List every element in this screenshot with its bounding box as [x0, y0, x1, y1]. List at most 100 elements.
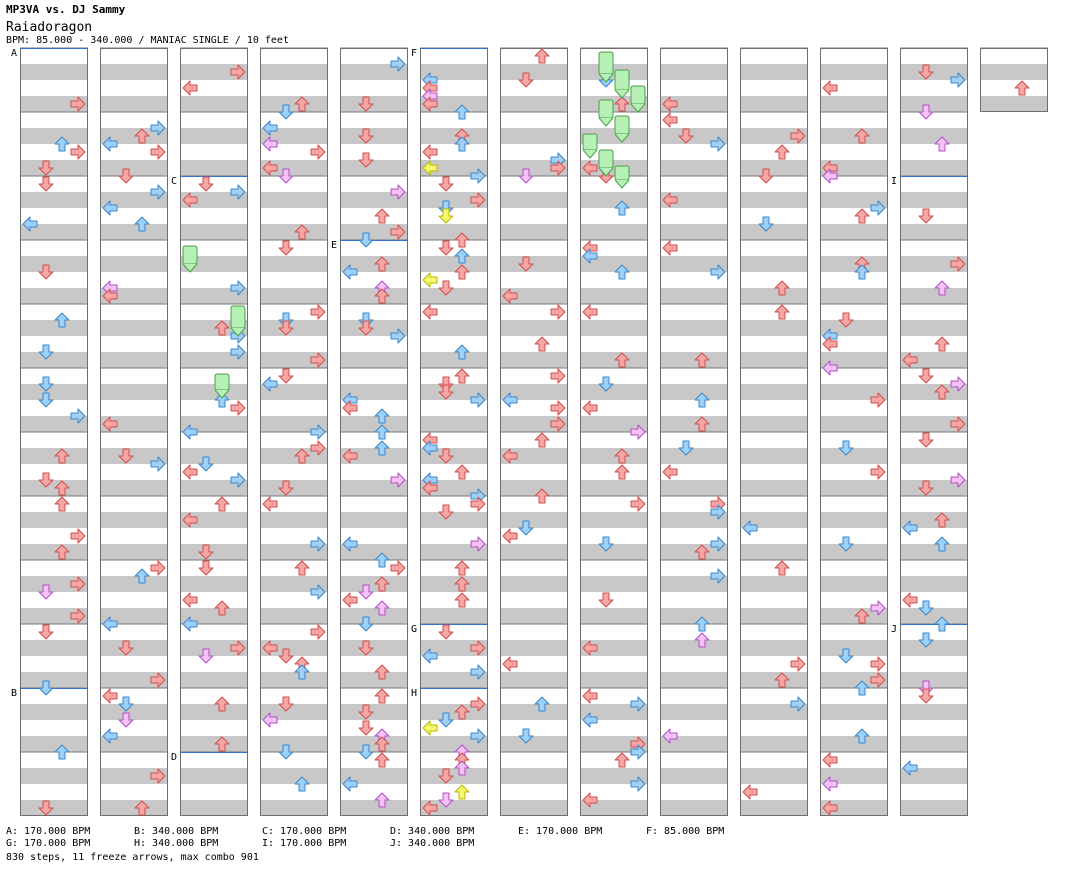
beat-stripe [660, 480, 728, 496]
beat-stripe [420, 704, 488, 720]
beat-stripe [900, 64, 968, 80]
step-arrow [278, 368, 294, 384]
beat-stripe [820, 768, 888, 784]
step-arrow [70, 144, 86, 160]
step-arrow [630, 496, 646, 512]
step-arrow [374, 664, 390, 680]
beat-stripe [820, 736, 888, 752]
step-arrow [902, 760, 918, 776]
beat-stripe [660, 320, 728, 336]
step-arrow [198, 648, 214, 664]
step-arrow [358, 152, 374, 168]
beat-stripe [340, 608, 408, 624]
step-arrow [182, 616, 198, 632]
beat-stripe [740, 288, 808, 304]
step-arrow [150, 184, 166, 200]
step-arrow [182, 512, 198, 528]
step-arrow [38, 472, 54, 488]
beat-stripe [740, 512, 808, 528]
beat-stripe [260, 160, 328, 176]
step-arrow [918, 432, 934, 448]
beat-stripe [420, 480, 488, 496]
step-arrow [758, 168, 774, 184]
beat-stripe [20, 320, 88, 336]
step-arrow [342, 536, 358, 552]
column-border [100, 48, 168, 816]
step-arrow [582, 792, 598, 808]
beat-stripe [340, 768, 408, 784]
step-arrow [854, 608, 870, 624]
step-arrow [230, 280, 246, 296]
beat-stripe [500, 800, 568, 816]
beat-stripe [260, 704, 328, 720]
beat-stripe [100, 224, 168, 240]
column-border [580, 48, 648, 816]
beat-stripe [20, 480, 88, 496]
beat-stripe [500, 64, 568, 80]
beat-stripe [500, 448, 568, 464]
step-arrow [470, 664, 486, 680]
step-arrow [502, 392, 518, 408]
step-arrow [550, 400, 566, 416]
step-arrow [422, 144, 438, 160]
beat-stripe [180, 672, 248, 688]
beat-stripe [900, 608, 968, 624]
beat-stripe [900, 384, 968, 400]
beat-stripe [340, 704, 408, 720]
step-arrow [390, 472, 406, 488]
beat-stripe [580, 416, 648, 432]
beat-stripe [420, 224, 488, 240]
step-arrow [278, 168, 294, 184]
step-arrow [870, 600, 886, 616]
step-arrow [950, 256, 966, 272]
step-arrow [918, 368, 934, 384]
beat-stripe [340, 480, 408, 496]
step-arrow [102, 136, 118, 152]
beat-stripe [20, 256, 88, 272]
step-arrow [742, 520, 758, 536]
beat-stripe [580, 448, 648, 464]
step-arrow [518, 520, 534, 536]
beat-stripe [20, 448, 88, 464]
step-arrow [118, 712, 134, 728]
step-arrow [150, 672, 166, 688]
column-border [980, 48, 1048, 112]
beat-stripe [820, 256, 888, 272]
step-arrow [374, 576, 390, 592]
step-arrow [38, 344, 54, 360]
step-arrow [438, 624, 454, 640]
beat-stripe [500, 384, 568, 400]
step-arrow [294, 96, 310, 112]
beat-stripe [500, 768, 568, 784]
step-arrow [102, 728, 118, 744]
step-arrow [310, 424, 326, 440]
beat-stripe [660, 224, 728, 240]
step-arrow [294, 448, 310, 464]
beat-stripe [420, 416, 488, 432]
step-arrow [662, 112, 678, 128]
freeze-arrow [614, 165, 630, 189]
beat-stripe [580, 192, 648, 208]
step-arrow [214, 600, 230, 616]
beat-stripe [500, 608, 568, 624]
step-arrow [694, 416, 710, 432]
step-arrow [262, 712, 278, 728]
beat-stripe [420, 288, 488, 304]
step-arrow [422, 648, 438, 664]
step-arrow [614, 200, 630, 216]
step-arrow [150, 120, 166, 136]
beat-stripe [100, 416, 168, 432]
step-arrow [438, 280, 454, 296]
beat-stripe [660, 256, 728, 272]
step-arrow [518, 728, 534, 744]
step-arrow [358, 704, 374, 720]
beat-stripe [260, 256, 328, 272]
step-arrow [438, 448, 454, 464]
beat-stripe [660, 608, 728, 624]
step-arrow [470, 536, 486, 552]
beat-stripe [420, 192, 488, 208]
beat-stripe [740, 352, 808, 368]
beat-stripe [740, 416, 808, 432]
beat-stripe [900, 480, 968, 496]
beat-stripe [740, 672, 808, 688]
